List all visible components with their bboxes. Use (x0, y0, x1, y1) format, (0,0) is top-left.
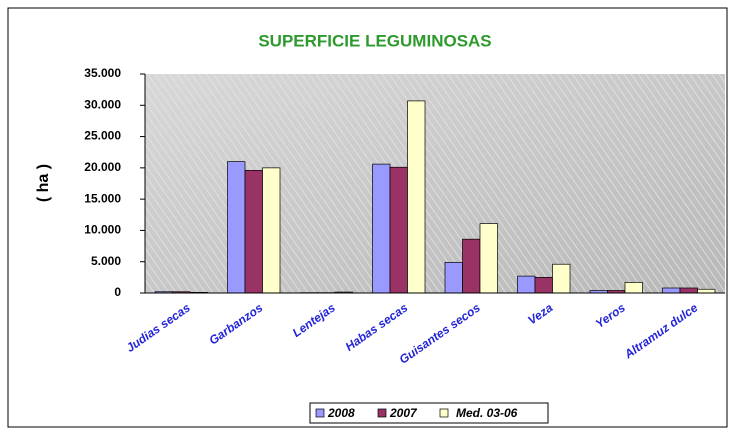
bar (407, 100, 426, 294)
legend-swatch (377, 408, 387, 418)
bar (662, 287, 681, 294)
bar (517, 275, 536, 294)
bar (444, 261, 463, 294)
y-tick-label: 25.000 (84, 129, 121, 143)
y-tick-label: 20.000 (84, 160, 121, 174)
legend-box (309, 402, 549, 424)
bar (462, 238, 481, 294)
bar (679, 287, 698, 294)
bar (227, 161, 246, 294)
legend-swatch (439, 408, 449, 418)
chart-title: SUPERFICIE LEGUMINOSAS (258, 31, 491, 50)
y-tick-label: 15.000 (84, 191, 121, 205)
legend-label: Med. 03-06 (456, 406, 518, 420)
bar (262, 167, 281, 294)
bar (534, 277, 553, 294)
bar (552, 263, 571, 294)
y-tick-label: 0 (114, 285, 121, 299)
y-axis-label: ( ha ) (35, 164, 52, 202)
y-tick-label: 5.000 (91, 254, 121, 268)
y-tick-label: 30.000 (84, 97, 121, 111)
bar (624, 282, 643, 294)
y-tick-label: 10.000 (84, 223, 121, 237)
bar (479, 223, 498, 294)
bar (697, 288, 716, 294)
bar (372, 163, 391, 294)
bar (244, 170, 263, 294)
legend-label: 2007 (389, 406, 418, 420)
y-tick-label: 35.000 (84, 66, 121, 80)
legend-swatch (315, 408, 325, 418)
legend-label: 2008 (327, 406, 355, 420)
bar (389, 166, 408, 294)
